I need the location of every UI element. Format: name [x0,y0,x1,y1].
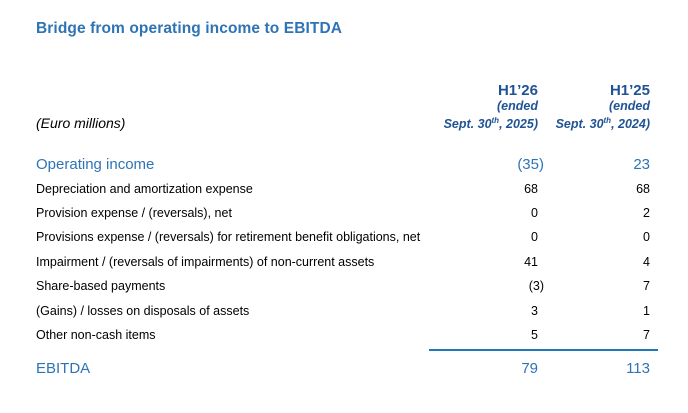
row-label: Provision expense / (reversals), net [36,205,232,220]
column-date-prefix: Sept. 30 [555,117,604,132]
row-label: Provisions expense / (reversals) for ret… [36,230,421,245]
row-value-h125: 0 [643,230,650,245]
row-value-h125: 113 [626,359,650,377]
row-value-h126: (35) [517,155,544,173]
column-date: Sept. 30th, 2025) [438,113,538,132]
column-period: H1’26 [497,82,538,99]
row-label: Impairment / (reversals of impairments) … [36,254,375,269]
row-label: Other non-cash items [36,327,156,342]
table-row-provision-expense: Provision expense / (reversals), net 0 2 [36,201,650,225]
unit-label: (Euro millions) [36,115,126,132]
row-value-h126: 0 [531,205,538,220]
column-date-suffix: , 2024) [611,117,650,132]
column-date-prefix: Sept. 30 [443,117,492,132]
column-date-sup: th [491,116,500,125]
row-value-h126: 79 [521,359,538,377]
table-row-ebitda-total: EBITDA 79 113 [36,355,650,381]
row-label: Operating income [36,155,155,173]
table-row-provisions-retirement: Provisions expense / (reversals) for ret… [36,225,650,249]
column-header-h126: H1’26 (ended Sept. 30th, 2025) [438,82,538,132]
row-label: (Gains) / losses on disposals of assets [36,303,250,318]
row-label: Share-based payments [36,279,166,294]
row-value-h125: 4 [643,254,650,269]
row-value-h125: 23 [633,155,650,173]
total-separator-line [429,349,658,352]
table-row-gains-losses-disposals: (Gains) / losses on disposals of assets … [36,298,650,322]
column-period: H1’25 [609,82,650,99]
row-value-h126: 3 [531,303,538,318]
table-row-operating-income: Operating income (35) 23 [36,152,650,176]
column-date-sup: th [603,116,612,125]
page-title: Bridge from operating income to EBITDA [36,20,343,37]
column-date-suffix: , 2025) [499,117,538,132]
row-value-h125: 1 [643,303,650,318]
table-row-depreciation: Depreciation and amortization expense 68… [36,176,650,200]
column-date: Sept. 30th, 2024) [538,113,650,132]
table-row-share-based-payments: Share-based payments (3) 7 [36,274,650,298]
row-value-h126: 5 [531,327,538,342]
row-value-h125: 68 [636,181,650,196]
column-ended: (ended [497,99,538,113]
table-row-other-non-cash: Other non-cash items 5 7 [36,323,650,347]
column-ended: (ended [609,99,650,113]
row-value-h125: 7 [643,327,650,342]
row-label: EBITDA [36,359,91,377]
column-header-h125: H1’25 (ended Sept. 30th, 2024) [538,82,650,132]
row-value-h126: 68 [524,181,538,196]
row-value-h125: 7 [643,279,650,294]
table-row-impairment: Impairment / (reversals of impairments) … [36,250,650,274]
row-value-h126: 0 [531,230,538,245]
table-body: Operating income (35) 23 Depreciation an… [36,152,658,381]
row-value-h126: (3) [528,279,544,294]
row-value-h125: 2 [643,205,650,220]
row-label: Depreciation and amortization expense [36,181,253,196]
table-header: (Euro millions) H1’26 (ended Sept. 30th,… [36,82,650,132]
row-value-h126: 41 [524,254,538,269]
